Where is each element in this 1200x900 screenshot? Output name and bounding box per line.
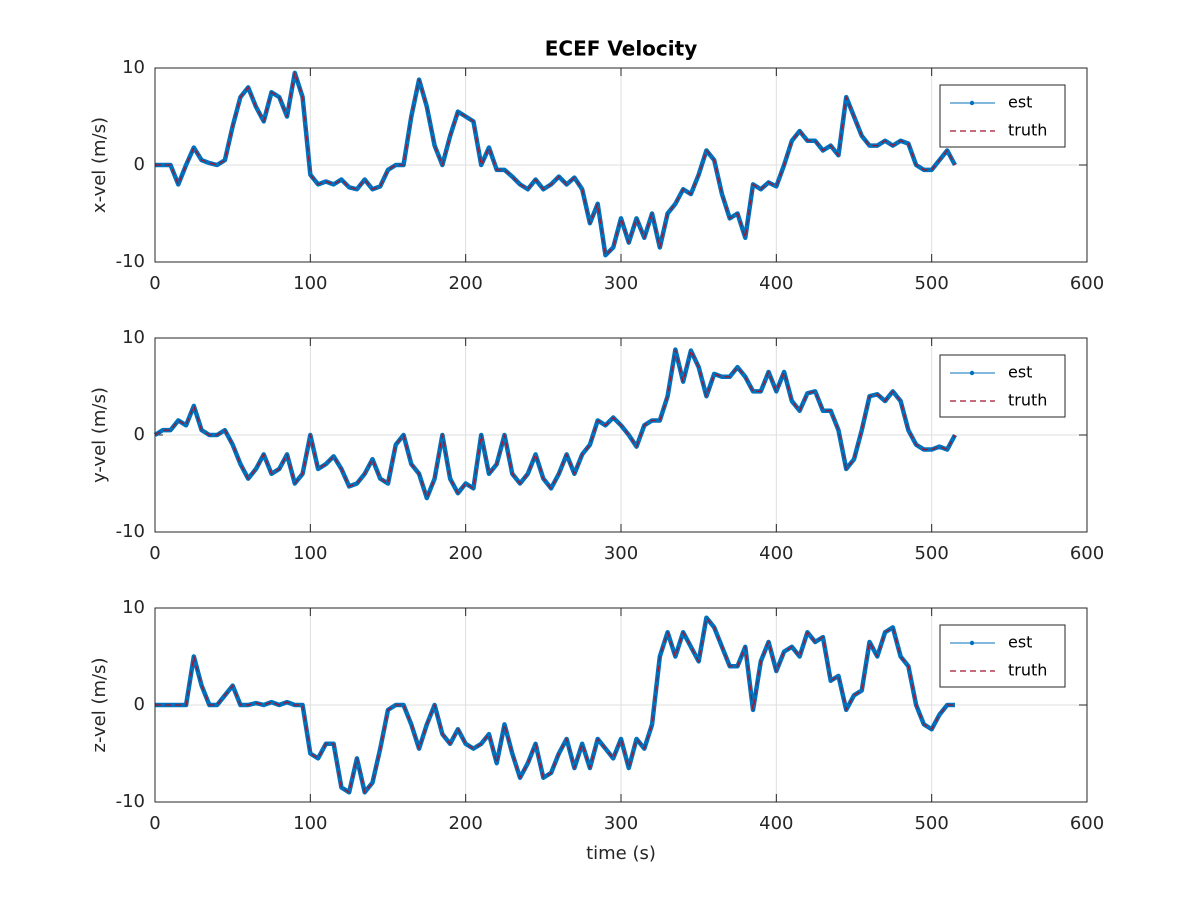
x-tick-label: 400: [759, 543, 793, 564]
legend-marker: [969, 640, 975, 646]
x-tick-label: 300: [604, 813, 638, 834]
y-axis-label: z-vel (m/s): [89, 658, 110, 753]
y-tick-label: 10: [122, 57, 145, 78]
legend-box: [939, 624, 1066, 688]
legend-label: truth: [1008, 661, 1047, 680]
x-axis-label: time (s): [586, 843, 656, 864]
x-tick-label: 100: [293, 273, 327, 294]
y-axis-label: y-vel (m/s): [89, 387, 110, 483]
x-tick-label: 300: [604, 273, 638, 294]
legend-label: est: [1008, 633, 1032, 652]
legend-label: truth: [1008, 121, 1047, 140]
truth-line: [155, 617, 955, 793]
x-tick-label: 200: [448, 813, 482, 834]
x-tick-label: 500: [914, 543, 948, 564]
x-tick-label: 100: [293, 813, 327, 834]
x-tick-label: 600: [1070, 813, 1104, 834]
legend-marker: [969, 370, 975, 376]
y-tick-label: -10: [116, 791, 145, 812]
x-tick-label: 500: [914, 273, 948, 294]
x-tick-label: 200: [448, 273, 482, 294]
truth-line: [154, 348, 956, 499]
axes-box: [154, 67, 1088, 263]
y-tick-label: 10: [122, 327, 145, 348]
x-tick-label: 0: [149, 543, 160, 564]
legend-label: est: [1008, 363, 1032, 382]
axes-box: [154, 607, 1088, 803]
x-tick-label: 400: [759, 273, 793, 294]
truth-line: [155, 72, 956, 256]
x-tick-label: 500: [914, 813, 948, 834]
y-tick-label: -10: [116, 521, 145, 542]
legend-label: est: [1008, 93, 1032, 112]
x-tick-label: 600: [1070, 273, 1104, 294]
legend-box: [939, 84, 1066, 148]
x-tick-label: 200: [448, 543, 482, 564]
axes-box: [154, 337, 1088, 533]
x-tick-label: 600: [1070, 543, 1104, 564]
y-axis-label: x-vel (m/s): [89, 117, 110, 213]
legend-marker: [969, 100, 975, 106]
y-tick-label: 0: [134, 694, 145, 715]
x-tick-label: 400: [759, 813, 793, 834]
y-tick-label: 0: [134, 154, 145, 175]
x-tick-label: 0: [149, 813, 160, 834]
y-tick-label: 0: [134, 424, 145, 445]
x-tick-label: 0: [149, 273, 160, 294]
legend-box: [939, 354, 1066, 418]
x-tick-label: 300: [604, 543, 638, 564]
legend-label: truth: [1008, 391, 1047, 410]
x-tick-label: 100: [293, 543, 327, 564]
y-tick-label: -10: [116, 251, 145, 272]
y-tick-label: 10: [122, 597, 145, 618]
chart-title: ECEF Velocity: [545, 37, 697, 61]
